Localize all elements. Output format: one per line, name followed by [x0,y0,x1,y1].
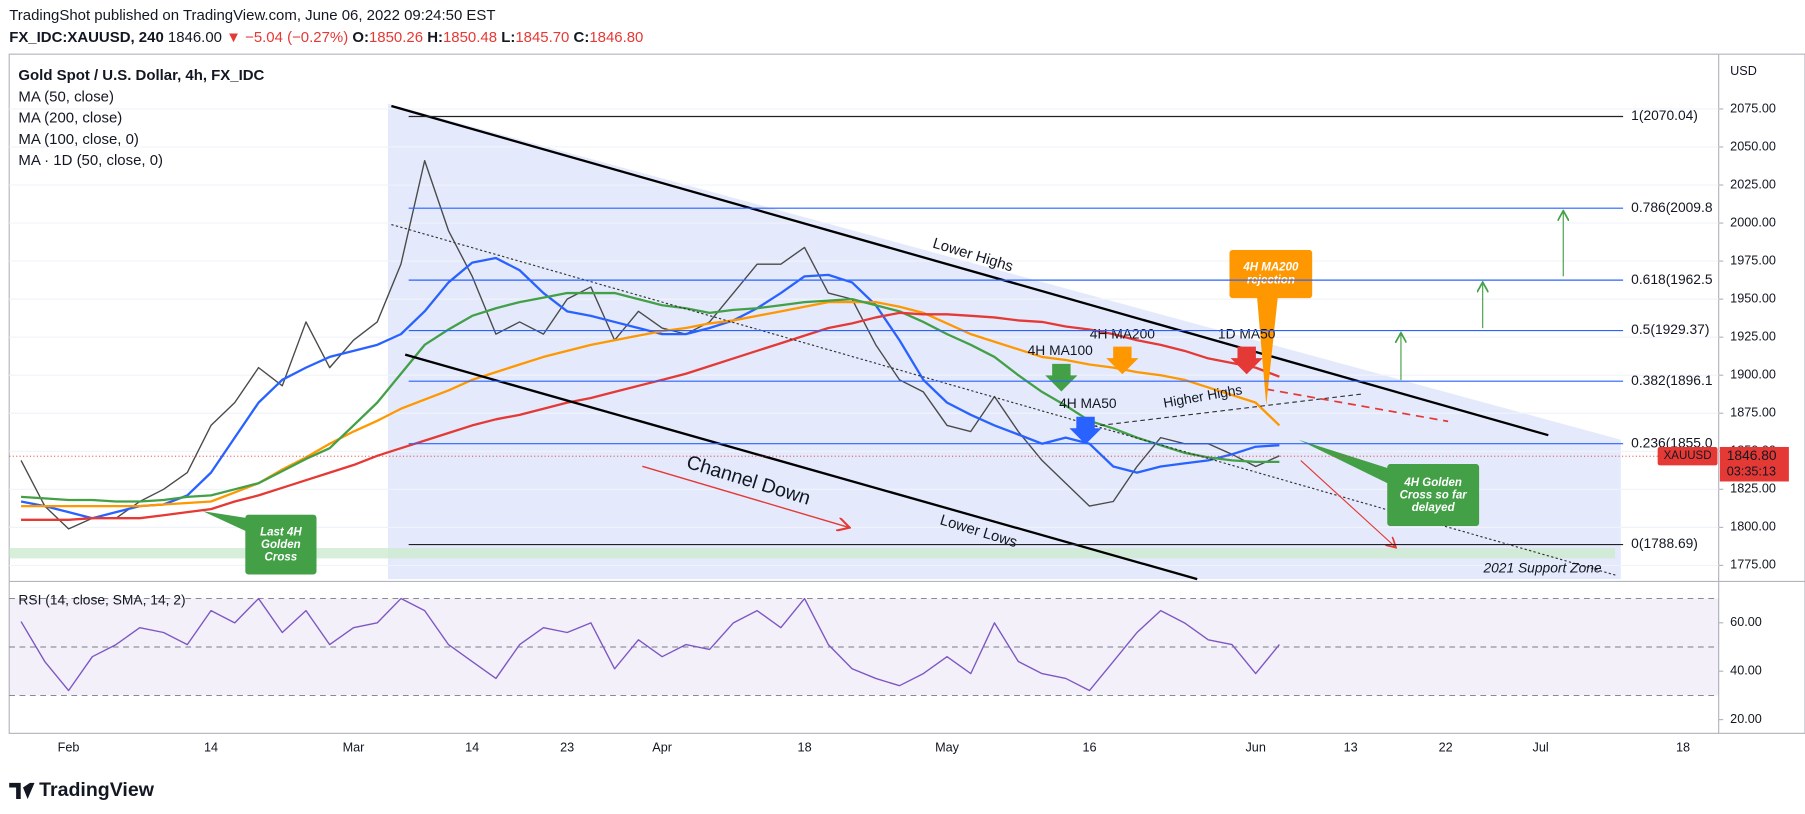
marker-arrow [1045,363,1078,392]
callout-text: Last 4H Golden Cross [245,514,317,575]
marker-arrow [1069,416,1102,445]
x-tick-label: 14 [204,741,218,755]
x-tick-label: Mar [343,741,365,755]
symbol-line: FX_IDC:XAUUSD, 240 1846.00 ▼ −5.04 (−0.2… [9,29,643,46]
last: 1846.00 [168,29,222,46]
rsi-title: RSI (14, close, SMA, 14, 2) [18,592,185,608]
legend-entry: MA (200, close) [18,110,122,127]
fib-label: 0(1788.69) [1631,535,1698,551]
x-tick-label: 14 [465,741,479,755]
ohlc-value: 1845.70 [515,29,569,46]
y-tick-label: 2000.00 [1730,215,1776,229]
x-tick-label: Jun [1245,741,1265,755]
series-line [21,300,1281,508]
arrow [1300,460,1395,547]
x-tick-label: 16 [1082,741,1096,755]
y-tick-label: 1800.00 [1730,520,1776,534]
ohlc-value: 1850.26 [369,29,423,46]
y-tick-label: 40.00 [1730,664,1762,678]
fib-label: 0.5(1929.37) [1631,321,1709,337]
y-tick-label: 60.00 [1730,615,1762,629]
price-badge-label: 1846.80 [1727,447,1777,463]
x-tick-label: 18 [1676,741,1690,755]
change: ▼ −5.04 (−0.27%) [226,29,348,46]
brand: TradingView [39,779,155,801]
series-line [20,291,1280,503]
y-tick-label: 1925.00 [1730,330,1776,344]
countdown: 03:35:13 [1727,465,1776,479]
y-tick-label: 1775.00 [1730,558,1776,572]
x-tick-label: Feb [58,741,80,755]
annotation: 4H MA200 [1090,326,1156,342]
legend-entry: MA · 1D (50, close, 0) [18,152,163,169]
channel-upper [391,104,1549,437]
frame [8,53,1805,734]
fib-label: 0.786(2009.8 [1631,199,1713,215]
y-tick-label: 1975.00 [1730,253,1776,267]
channel-mid [391,223,1618,577]
callout-text: 4H Golden Cross so far delayed [1387,463,1480,527]
fib-label: 0.236(1855.0 [1631,434,1713,450]
annotation: 1D MA50 [1218,326,1276,342]
drawings-layer [202,104,1618,581]
series-line [20,597,1280,692]
x-tick-label: 22 [1439,741,1453,755]
x-tick-label: 13 [1344,741,1358,755]
annotation: 4H MA50 [1059,395,1117,411]
grid-layer [9,108,1719,696]
annotation: 4H MA100 [1028,342,1094,358]
callout: Last 4H Golden Cross [245,514,317,575]
x-tick-label: Jul [1533,741,1549,755]
arrow [642,465,848,527]
y-axis-unit: USD [1730,64,1757,78]
series-layer [20,159,1281,530]
logo-mark [9,782,35,799]
series-line [20,159,1280,530]
ohlc-label: O: [352,29,369,46]
publisher-line: TradingShot published on TradingView.com… [9,7,495,24]
x-tick-label: May [935,741,960,755]
fib-label: 1(2070.04) [1631,107,1698,123]
channel-lower [404,353,1198,581]
ohlc-label: C: [574,29,590,46]
callout: 4H Golden Cross so far delayed [1387,463,1480,527]
ohlc-label: L: [501,29,515,46]
ohlc-value: 1850.48 [443,29,497,46]
x-tick-label: 18 [798,741,812,755]
y-tick-label: 1825.00 [1730,482,1776,496]
fib-layer: 1(2070.04) 0.786(2009.8 0.618(1962.5 0.5(19… [408,107,1713,551]
price-badge [1719,446,1789,482]
symbol-tag: XAUUSD [1664,450,1712,462]
y-tick-label: 2075.00 [1730,101,1776,115]
y-tick-label: 2050.00 [1730,139,1776,153]
y-tick-label: 1875.00 [1730,406,1776,420]
series-line [21,311,1280,521]
legend-entry: Gold Spot / U.S. Dollar, 4h, FX_IDC [18,67,264,84]
y-tick-label: 1950.00 [1730,291,1776,305]
x-tick-label: Apr [652,741,672,755]
x-tick-label: 23 [560,741,574,755]
callout: 4H MA200 rejection [1229,249,1313,299]
y-tick-label: 20.00 [1730,712,1762,726]
legend-entry: MA (100, close, 0) [18,131,139,148]
marker-arrow [1106,346,1139,375]
callout-text: 4H MA200 rejection [1229,249,1313,299]
callout-pointer [1257,297,1278,406]
callout-pointer [202,511,248,532]
y-tick-label: 1900.00 [1730,368,1776,382]
marker-arrow [1230,346,1263,375]
support-zone [9,548,1616,559]
ohlc-label: H: [427,29,443,46]
fib-label: 0.382(1896.1 [1631,372,1712,388]
annotation: 2021 Support Zone [1482,559,1601,575]
projection-line [1266,388,1449,423]
fib-label: 0.618(1962.5 [1631,271,1713,287]
symbol: FX_IDC:XAUUSD, 240 [9,29,164,46]
y-tick-label: 2025.00 [1730,177,1776,191]
symbol-tag-box [1657,446,1718,466]
ohlc-value: 1846.80 [589,29,643,46]
callout-pointer [1298,439,1393,486]
legend-entry: MA (50, close) [18,88,114,105]
